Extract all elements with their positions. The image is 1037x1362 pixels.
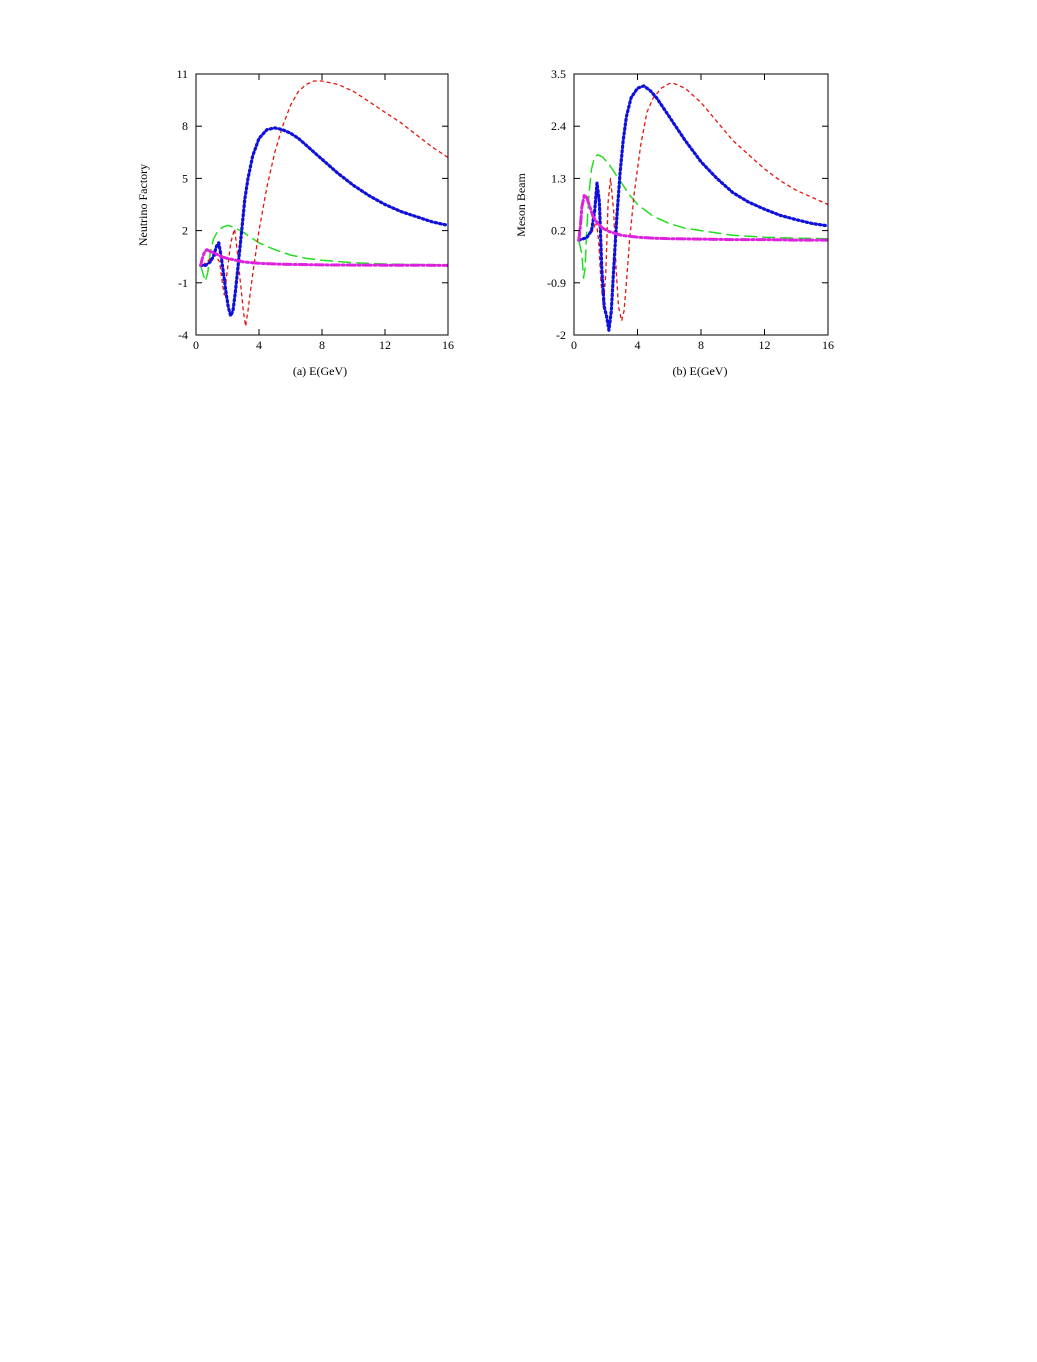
y-tick-label: 1.3 xyxy=(551,171,566,185)
figure-canvas: 0 4 8 12 16 -4 -1 2 5 8 11 Neutrino Factory (a) E(… xyxy=(136,67,834,378)
y-tick-label: 5 xyxy=(182,171,188,185)
y-tick-label: 0.2 xyxy=(551,224,566,238)
x-tick-label: 16 xyxy=(822,338,834,352)
panel-a-frame xyxy=(195,73,449,336)
panel-a: 0 4 8 12 16 -4 -1 2 5 8 11 Neutrino Factory (a) E(… xyxy=(136,67,454,378)
figure: 0 4 8 12 16 -4 -1 2 5 8 11 Neutrino Factory (a) E(… xyxy=(0,0,1037,400)
x-tick-label: 8 xyxy=(698,338,704,352)
panel-b: 0 4 8 12 16 -2 -0.9 0.2 1.3 2.4 3.5 Meson Beam (b)… xyxy=(514,67,834,378)
y-tick-label: 8 xyxy=(182,119,188,133)
y-tick-label: -2 xyxy=(556,328,566,342)
panel-a-ylabel: Neutrino Factory xyxy=(136,164,150,246)
series-line-magenta xyxy=(199,248,448,267)
y-tick-label: 3.5 xyxy=(551,67,566,81)
y-tick-label: 11 xyxy=(176,67,188,81)
y-tick-label: -4 xyxy=(178,328,188,342)
y-tick-label: 2 xyxy=(182,224,188,238)
panel-a-series xyxy=(199,80,448,327)
panel-a-caption: (a) E(GeV) xyxy=(293,364,347,378)
panel-b-ylabel: Meson Beam xyxy=(514,173,528,237)
x-tick-label: 12 xyxy=(759,338,771,352)
series-line-blue xyxy=(199,126,448,318)
panel-b-frame xyxy=(573,73,829,336)
series-line-red xyxy=(201,80,448,327)
series-line-green xyxy=(578,153,828,279)
x-tick-label: 12 xyxy=(379,338,391,352)
y-tick-label: -1 xyxy=(178,276,188,290)
x-tick-label: 8 xyxy=(319,338,325,352)
x-tick-label: 4 xyxy=(635,338,641,352)
panel-b-marks: 0 4 8 12 16 -2 -0.9 0.2 1.3 2.4 3.5 xyxy=(547,67,834,352)
series-line-magenta xyxy=(577,193,828,242)
x-tick-label: 0 xyxy=(193,338,199,352)
panel-a-marks: 0 4 8 12 16 -4 -1 2 5 8 11 xyxy=(176,67,454,352)
y-tick-label: 2.4 xyxy=(551,119,566,133)
series-line-green xyxy=(199,224,448,282)
series-line-blue xyxy=(577,84,828,332)
x-tick-label: 16 xyxy=(442,338,454,352)
x-tick-label: 0 xyxy=(571,338,577,352)
panel-b-caption: (b) E(GeV) xyxy=(673,364,728,378)
series-line-red xyxy=(578,82,828,322)
panel-b-series xyxy=(577,82,828,332)
x-tick-label: 4 xyxy=(256,338,262,352)
y-tick-label: -0.9 xyxy=(547,276,566,290)
